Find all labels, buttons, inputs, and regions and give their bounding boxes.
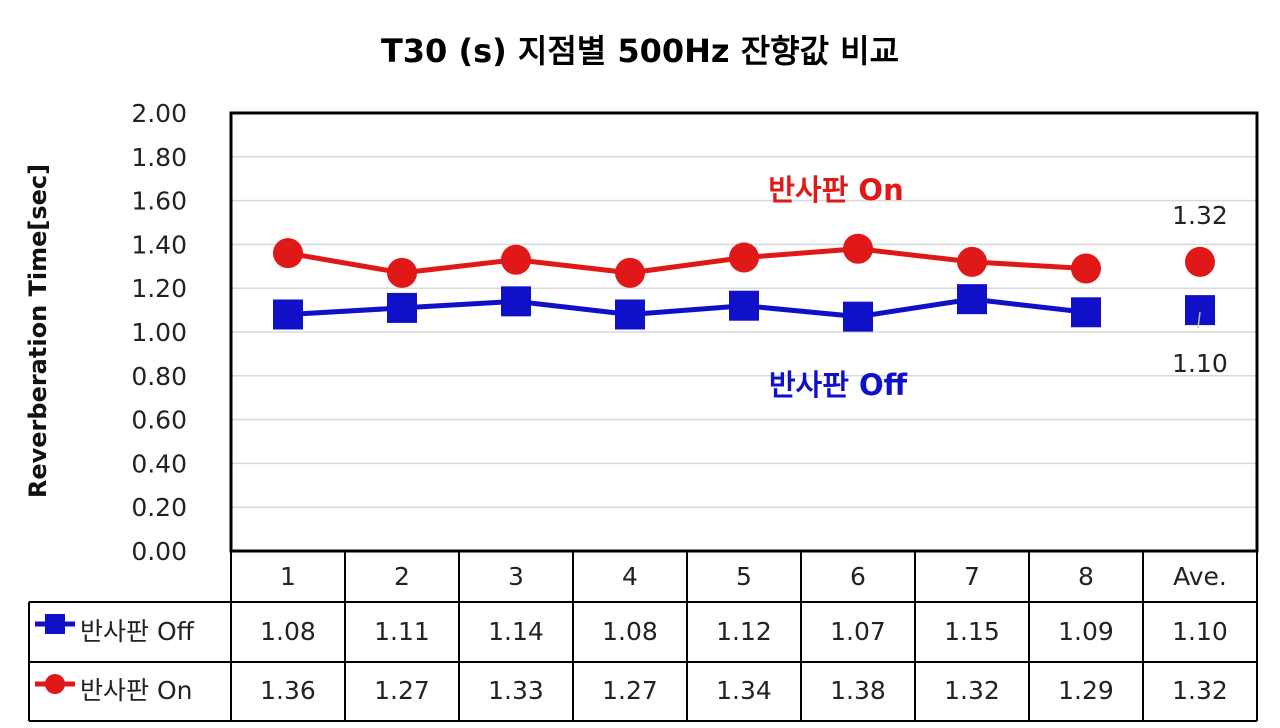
plot-area-border	[229, 111, 1259, 553]
data-point-square	[729, 290, 759, 321]
x-tick-label: 6	[850, 562, 866, 591]
x-tick-label: 4	[622, 562, 638, 591]
table-cell-value: 1.08	[602, 617, 658, 646]
y-tick-label: 1.00	[131, 318, 187, 347]
x-tick-label: 5	[736, 562, 752, 591]
series-line	[287, 296, 1087, 320]
data-point-circle	[387, 257, 417, 288]
x-tick-label: 3	[508, 562, 524, 591]
table-cell-value: 1.32	[944, 676, 1000, 705]
table-cell-value: 1.36	[260, 676, 316, 705]
data-point-circle	[501, 244, 531, 275]
y-tick-label: 0.20	[131, 493, 187, 522]
table-cell-value: 1.27	[602, 676, 658, 705]
y-tick-label: 1.60	[131, 187, 187, 216]
annotation-on: 반사판 On	[768, 173, 903, 207]
y-tick-label: 2.00	[131, 99, 187, 128]
gridlines	[231, 156, 1257, 508]
data-point-circle	[843, 233, 873, 264]
table-cell-value: 1.29	[1058, 676, 1114, 705]
annotation-off: 반사판 Off	[769, 368, 908, 402]
y-tick-label: 0.00	[131, 537, 187, 566]
x-tick-label: 1	[280, 562, 296, 591]
data-point-circle	[273, 238, 303, 269]
data-point-square	[387, 292, 417, 323]
avg-on-data-label: 1.32	[1172, 201, 1228, 230]
x-tick-label: Ave.	[1173, 562, 1227, 591]
chart-title: T30 (s) 지점별 500Hz 잔향값 비교	[381, 32, 899, 70]
data-point-square	[501, 286, 531, 317]
legend-series-name: 반사판 Off	[80, 617, 195, 646]
table-cell-value: 1.15	[944, 617, 1000, 646]
data-table	[28, 551, 1258, 722]
table-cell-value: 1.12	[716, 617, 772, 646]
y-axis-label: Reverberation Time[sec]	[24, 164, 52, 498]
table-row: 반사판 Off 1.08 1.11 1.14 1.08 1.12 1.07 1.15 1.09 1…	[35, 614, 1228, 646]
avg-off-leader-line	[1197, 311, 1201, 329]
legend-key-square-marker	[45, 614, 65, 634]
data-point-square	[1071, 297, 1101, 328]
table-cell-value: 1.14	[488, 617, 544, 646]
legend-key-circle-marker	[45, 674, 65, 694]
table-cell-value: 1.07	[830, 617, 886, 646]
y-tick-label: 1.80	[131, 143, 187, 172]
table-cell-value: 1.38	[830, 676, 886, 705]
y-tick-labels: 0.00 0.20 0.40 0.60 0.80 1.00 1.20 1.40 1.60 1.80…	[131, 99, 187, 566]
data-point-square	[957, 284, 987, 315]
data-point-square	[615, 299, 645, 330]
table-cell-value: 1.27	[374, 676, 430, 705]
avg-off-data-label: 1.10	[1172, 349, 1228, 378]
data-point-square	[273, 299, 303, 330]
data-point-circle	[1185, 246, 1215, 277]
data-point-square	[1185, 295, 1215, 326]
y-tick-label: 0.80	[131, 362, 187, 391]
data-point-circle	[615, 257, 645, 288]
data-point-circle	[729, 242, 759, 273]
table-cell-value: 1.33	[488, 676, 544, 705]
y-tick-label: 0.60	[131, 406, 187, 435]
data-point-square	[843, 301, 873, 332]
series-lines	[287, 246, 1087, 320]
table-row: 반사판 On 1.36 1.27 1.33 1.27 1.34 1.38 1.32 1.29 1.…	[35, 674, 1228, 705]
y-tick-label: 0.40	[131, 449, 187, 478]
y-tick-label: 1.40	[131, 230, 187, 259]
table-cell-value: 1.11	[374, 617, 430, 646]
x-category-labels: 1 2 3 4 5 6 7 8 Ave.	[280, 562, 1227, 591]
data-point-circle	[1071, 253, 1101, 284]
series-markers	[273, 233, 1215, 332]
x-tick-label: 8	[1078, 562, 1094, 591]
table-cell-value: 1.08	[260, 617, 316, 646]
table-cell-value: 1.32	[1172, 676, 1228, 705]
data-point-circle	[957, 246, 987, 277]
y-tick-label: 1.20	[131, 274, 187, 303]
x-tick-label: 2	[394, 562, 410, 591]
data-table-rows: 반사판 Off 1.08 1.11 1.14 1.08 1.12 1.07 1.15 1.09 1…	[35, 614, 1228, 705]
table-cell-value: 1.34	[716, 676, 772, 705]
legend-series-name: 반사판 On	[80, 676, 192, 705]
table-cell-value: 1.10	[1172, 617, 1228, 646]
series-line	[287, 246, 1087, 276]
table-cell-value: 1.09	[1058, 617, 1114, 646]
x-tick-label: 7	[964, 562, 980, 591]
